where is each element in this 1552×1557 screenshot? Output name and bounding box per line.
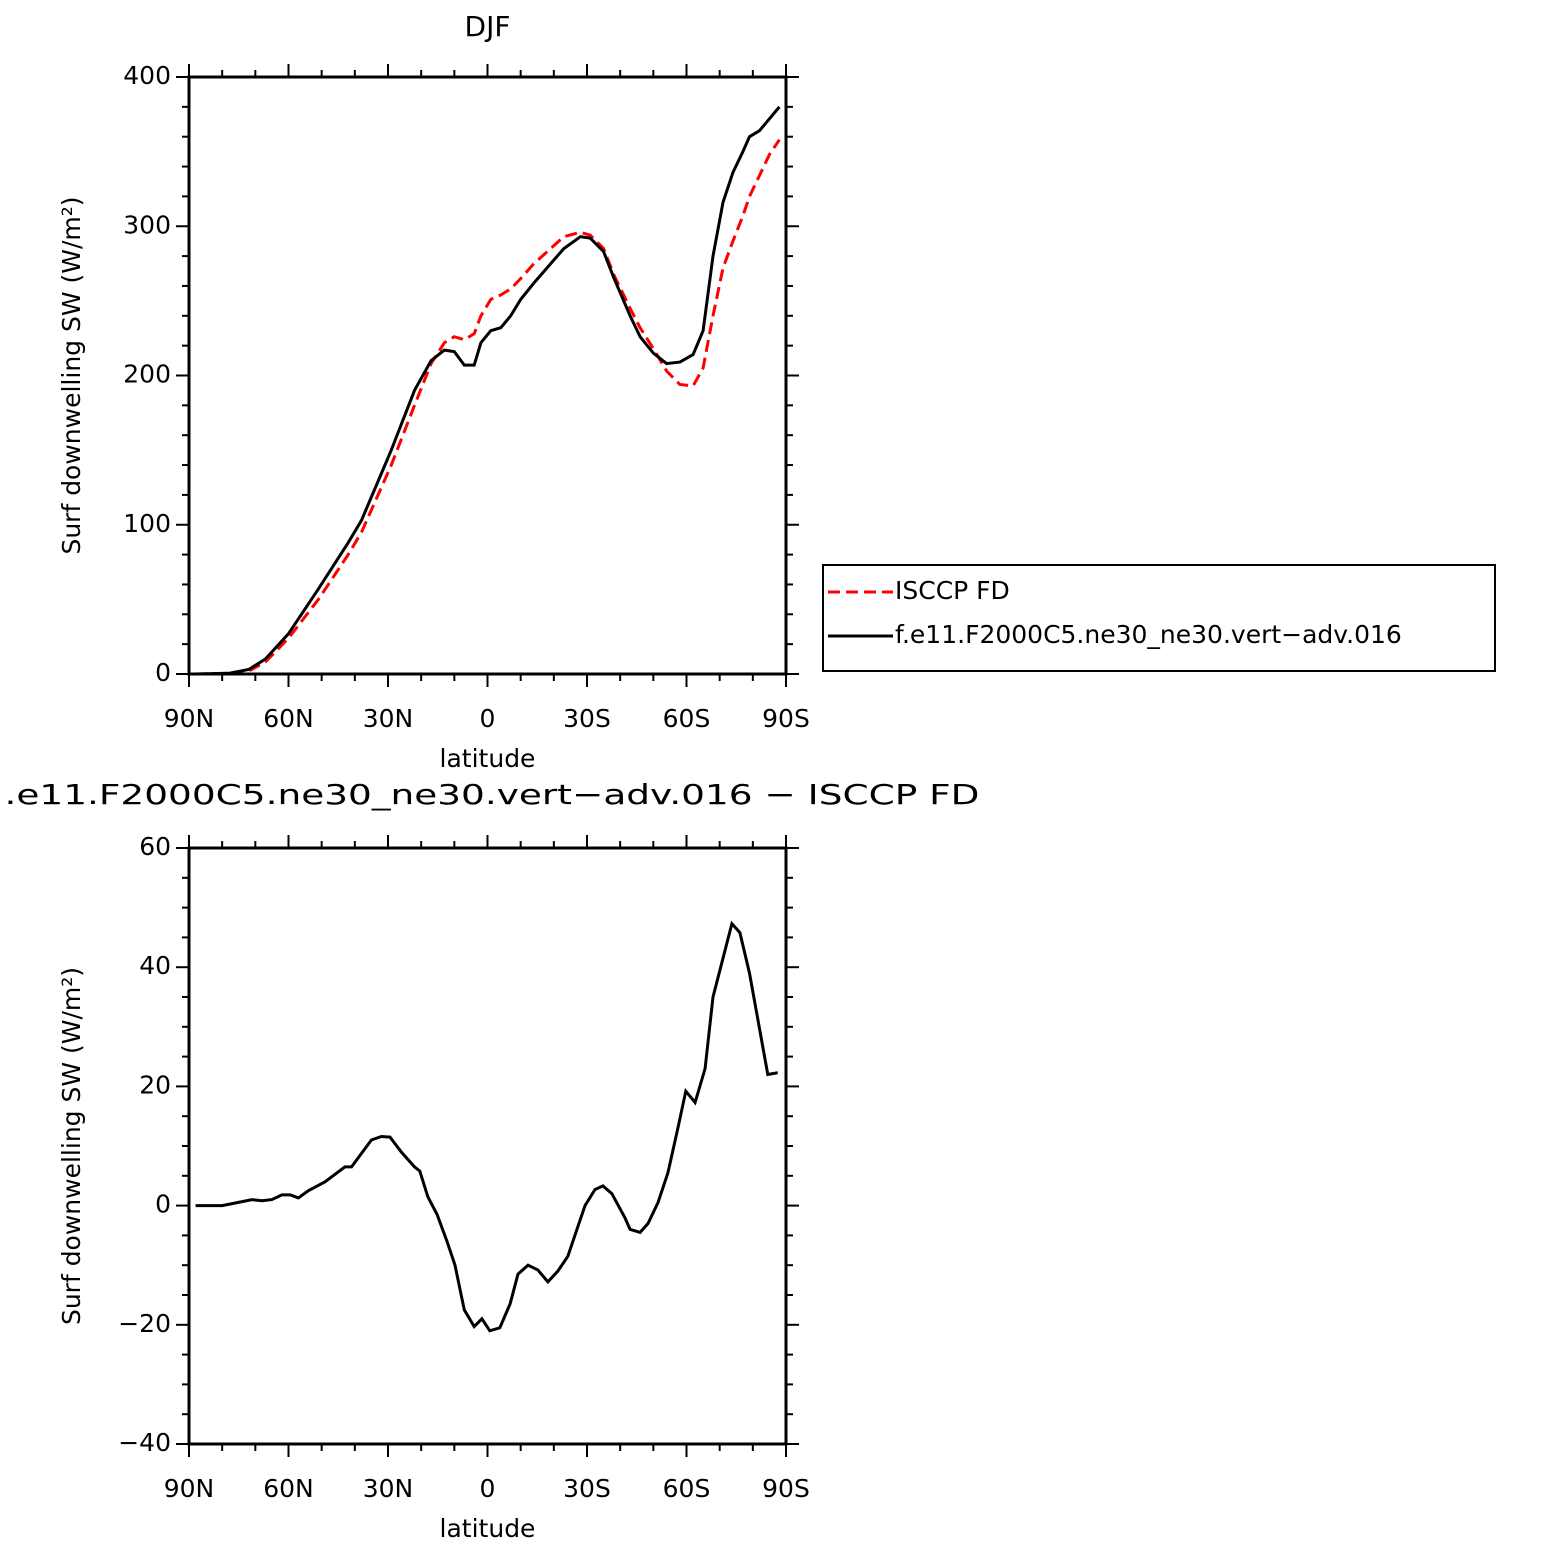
x-axis-label: latitude (440, 1514, 536, 1543)
x-tick-label: 0 (480, 1474, 496, 1503)
plot-frame (187, 75, 788, 676)
x-tick-label: 30N (363, 1474, 414, 1503)
legend-label: f.e11.F2000C5.ne30_ne30.vert−adv.016 (895, 620, 1402, 649)
x-tick-label: 90N (164, 704, 215, 733)
y-axis-label: Surf downwelling SW (W/m²) (57, 196, 86, 554)
y-tick-label: 40 (139, 951, 171, 980)
x-tick-label: 60N (263, 704, 314, 733)
legend-box (822, 564, 1496, 672)
chart-title: DJF (465, 10, 511, 43)
x-tick-label: 60N (263, 1474, 314, 1503)
y-tick-label: 200 (123, 360, 171, 389)
x-tick-label: 0 (480, 704, 496, 733)
data-line (195, 138, 781, 676)
y-axis-label: Surf downwelling SW (W/m²) (57, 967, 86, 1325)
x-tick-label: 60S (663, 704, 711, 733)
x-tick-label: 90S (762, 1474, 810, 1503)
x-tick-label: 90S (762, 704, 810, 733)
legend-label: ISCCP FD (895, 576, 1010, 605)
y-tick-label: 400 (123, 61, 171, 90)
y-tick-label: −40 (118, 1428, 171, 1457)
data-line (195, 920, 778, 1333)
y-tick-label: 0 (155, 658, 171, 687)
x-tick-label: 90N (164, 1474, 215, 1503)
x-tick-label: 30S (563, 1474, 611, 1503)
y-tick-label: 0 (155, 1190, 171, 1219)
x-tick-label: 60S (663, 1474, 711, 1503)
x-axis-label: latitude (440, 744, 536, 773)
chart-title: .e11.F2000C5.ne30_ne30.vert−adv.016 − IS… (5, 778, 980, 811)
y-tick-label: 60 (139, 832, 171, 861)
x-tick-label: 30N (363, 704, 414, 733)
y-tick-label: 100 (123, 509, 171, 538)
plot-frame (187, 846, 788, 1446)
data-line (195, 105, 781, 676)
y-tick-label: 20 (139, 1070, 171, 1099)
y-tick-label: 300 (123, 210, 171, 239)
y-tick-label: −20 (118, 1309, 171, 1338)
x-tick-label: 30S (563, 704, 611, 733)
